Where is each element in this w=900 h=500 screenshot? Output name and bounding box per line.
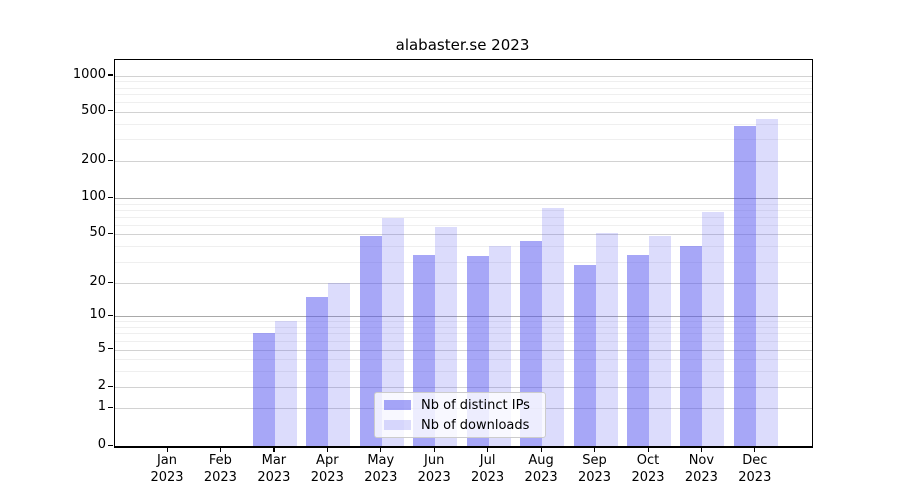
gridline-minor [115,370,812,372]
legend-item-downloads: Nb of downloads [375,415,545,435]
y-tick-mark [108,159,113,161]
x-tick-label: Jun 2023 [417,453,451,485]
y-tick-label: 5 [97,340,106,356]
y-tick-label: 50 [89,225,106,241]
x-tick-label: Aug 2023 [524,453,558,485]
y-tick-mark [108,232,113,234]
bar-distinct-ips [680,246,703,446]
x-tick-mark [594,447,596,452]
gridline-major [115,387,812,389]
gridline-minor [115,358,812,360]
y-tick-mark [108,110,113,112]
gridline-major [115,111,812,113]
x-tick-mark [433,447,435,452]
gridline-major [115,349,812,351]
bar-downloads [755,118,778,446]
bar-distinct-ips [573,265,596,446]
gridline-minor [115,340,812,342]
gridline-minor [115,333,812,335]
bar-downloads [542,207,565,446]
gridline-minor [115,224,812,226]
legend-label-distinct-ips: Nb of distinct IPs [421,397,530,413]
x-tick-label: Nov 2023 [684,453,718,485]
gridline-major [115,75,812,77]
bar-downloads [274,321,297,446]
y-tick-label: 10 [89,307,106,322]
legend-swatch-downloads [384,420,411,430]
x-tick-label: Dec 2023 [738,453,772,485]
gridline-minor [115,87,812,89]
y-tick-label: 1000 [72,66,106,82]
y-tick-label: 1 [97,399,106,415]
y-tick-mark [108,348,113,350]
x-tick-label: Apr 2023 [310,453,344,485]
x-tick-mark [273,447,275,452]
x-tick-mark [380,447,382,452]
y-tick-label: 100 [81,189,106,205]
gridline-major [115,283,812,285]
x-tick-label: Feb 2023 [203,453,237,485]
gridline-minor [115,81,812,83]
x-tick-mark [647,447,649,452]
gridline-minor [115,326,812,328]
gridline-minor [115,261,812,263]
chart-title: alabaster.se 2023 [395,36,530,54]
legend: Nb of distinct IPs Nb of downloads [374,392,546,438]
y-tick-mark [108,444,113,446]
x-tick-mark [487,447,489,452]
y-tick-mark [108,314,113,316]
y-tick-mark [108,406,113,409]
gridline-major [115,316,812,317]
gridline-major [115,198,812,200]
y-tick-label: 0 [97,437,106,452]
bar-distinct-ips [627,254,649,446]
gridline-major [115,161,812,163]
gridline-minor [115,209,812,211]
gridline-minor [115,123,812,125]
y-tick-mark [108,385,113,387]
gridline-minor [115,246,812,248]
x-tick-label: Jul 2023 [471,453,505,485]
x-tick-label: Jan 2023 [150,453,184,485]
x-tick-mark [219,447,222,452]
bar-downloads [381,218,404,446]
plot-area [114,59,813,448]
legend-swatch-distinct-ips [384,400,411,410]
x-tick-mark [166,447,168,452]
x-tick-label: May 2023 [364,453,398,485]
gridline-major [115,234,812,236]
x-tick-mark [540,447,542,452]
bar-downloads [702,211,725,446]
bar-distinct-ips [306,296,329,446]
y-tick-mark [108,196,113,198]
bar-downloads [328,283,351,446]
x-tick-label: Sep 2023 [577,453,612,485]
y-tick-mark [108,281,113,283]
gridline-minor [115,321,812,323]
bar-distinct-ips [733,125,756,446]
y-tick-label: 200 [81,152,106,168]
gridline-minor [115,216,812,218]
gridline-minor [115,94,812,96]
y-tick-label: 20 [89,274,106,290]
bar-downloads [435,226,458,446]
gridline-minor [115,102,812,104]
y-tick-label: 2 [97,378,106,394]
x-tick-label: Oct 2023 [631,453,665,485]
legend-label-downloads: Nb of downloads [421,417,530,433]
gridline-minor [115,139,812,141]
gridline-minor [115,203,812,205]
bar-distinct-ips [252,333,275,446]
y-tick-mark [108,74,113,76]
bar-downloads [649,236,671,446]
bar-downloads [595,233,618,446]
x-tick-mark [326,447,328,452]
x-tick-mark [700,447,703,452]
y-tick-label: 500 [81,102,106,118]
x-tick-label: Mar 2023 [257,453,291,485]
legend-item-distinct-ips: Nb of distinct IPs [375,395,545,415]
x-tick-mark [754,447,756,452]
